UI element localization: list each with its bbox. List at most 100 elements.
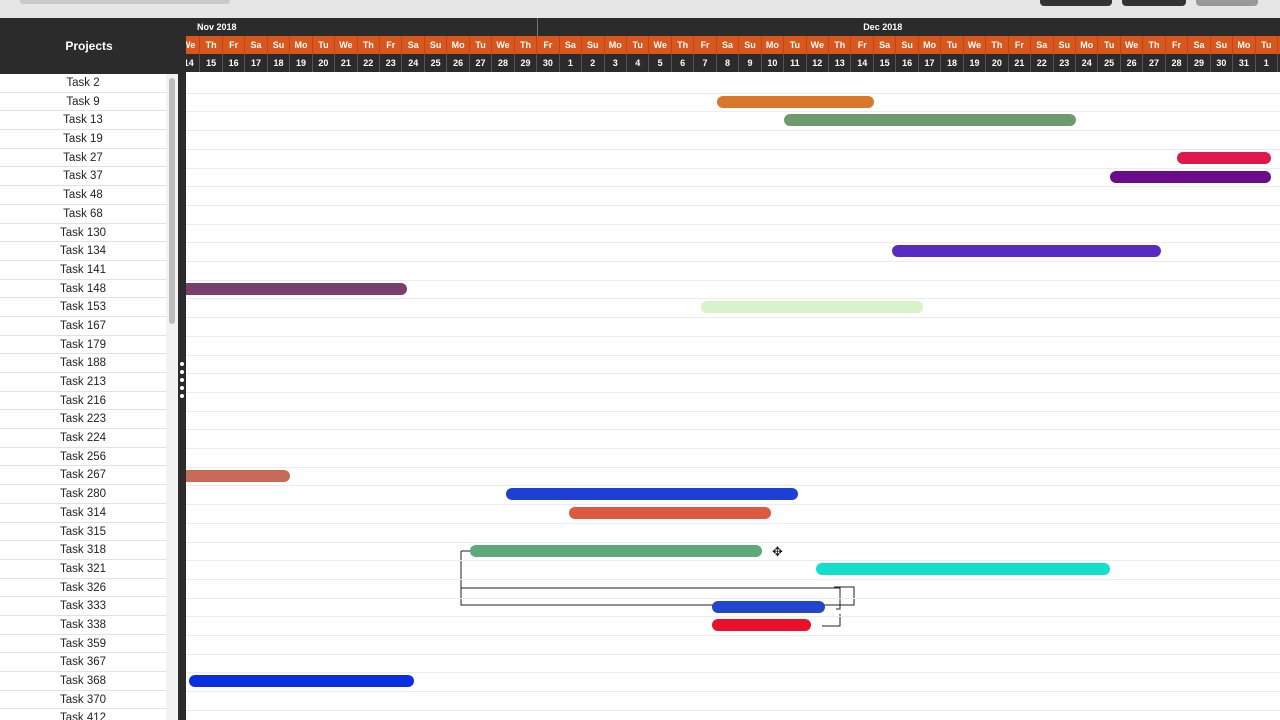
task-row[interactable]: Task 224: [0, 429, 166, 448]
task-row[interactable]: Task 48: [0, 186, 166, 205]
weekday-cell: Su: [425, 36, 448, 54]
weekday-cell: Su: [268, 36, 291, 54]
task-row[interactable]: Task 153: [0, 298, 166, 317]
date-cell: 20: [986, 54, 1009, 72]
toolbar-button[interactable]: [1122, 0, 1186, 6]
task-row[interactable]: Task 368: [0, 672, 166, 691]
date-cell: 17: [245, 54, 268, 72]
task-row[interactable]: Task 134: [0, 242, 166, 261]
task-row[interactable]: Task 315: [0, 523, 166, 542]
date-cell: 27: [1143, 54, 1166, 72]
dependency-link[interactable]: [460, 551, 855, 606]
task-row[interactable]: Task 27: [0, 149, 166, 168]
task-row[interactable]: Task 333: [0, 597, 166, 616]
task-bar[interactable]: [784, 114, 1076, 127]
task-row[interactable]: Task 216: [0, 392, 166, 411]
task-row[interactable]: Task 37: [0, 167, 166, 187]
weekday-cell: Fr: [537, 36, 560, 54]
task-row[interactable]: Task 326: [0, 579, 166, 598]
weekday-cell: We: [964, 36, 987, 54]
task-row[interactable]: Task 338: [0, 616, 166, 635]
splitter-grip-dot: [180, 394, 184, 398]
date-cell: 1: [1256, 54, 1279, 72]
task-row[interactable]: Task 213: [0, 373, 166, 392]
weekday-cell: We: [186, 36, 201, 54]
task-row[interactable]: Task 130: [0, 224, 166, 243]
weekday-cell: Th: [672, 36, 695, 54]
task-row[interactable]: Task 367: [0, 653, 166, 672]
task-row[interactable]: Task 321: [0, 560, 166, 579]
task-row[interactable]: Task 19: [0, 130, 166, 149]
task-row[interactable]: Task 412: [0, 709, 166, 720]
date-cell: 22: [1031, 54, 1054, 72]
task-bar[interactable]: [1177, 151, 1272, 164]
weekday-cell: Mo: [290, 36, 313, 54]
task-bar[interactable]: [186, 469, 291, 482]
splitter-grip-dot: [180, 378, 184, 382]
projects-column-header[interactable]: Projects: [0, 18, 178, 74]
task-bar[interactable]: [716, 95, 874, 108]
toolbar-button[interactable]: [1196, 0, 1258, 6]
task-row[interactable]: Task 9: [0, 93, 166, 112]
grid-row-line: [186, 466, 1280, 468]
weekday-cell: Th: [358, 36, 381, 54]
date-cell: 11: [784, 54, 807, 72]
task-row[interactable]: Task 13: [0, 111, 166, 131]
weekday-cell: Fr: [380, 36, 403, 54]
task-row[interactable]: Task 223: [0, 410, 166, 430]
toolbar-button[interactable]: [1040, 0, 1112, 6]
task-bar[interactable]: [891, 245, 1162, 258]
date-cell: 19: [290, 54, 313, 72]
date-cell: 17: [919, 54, 942, 72]
date-cell: 21: [335, 54, 358, 72]
task-row[interactable]: Task 188: [0, 354, 166, 373]
task-bar[interactable]: [186, 282, 407, 295]
scrollbar-thumb[interactable]: [169, 78, 175, 324]
task-list-scrollbar[interactable]: [166, 74, 178, 720]
task-row[interactable]: Task 359: [0, 635, 166, 654]
date-cell: 25: [425, 54, 448, 72]
month-header-row: Nov 2018 Dec 2018: [186, 18, 1280, 36]
window-top-strip: [0, 0, 1280, 18]
weekday-cell: Sa: [874, 36, 897, 54]
weekday-cell: Sa: [245, 36, 268, 54]
dependency-link[interactable]: [822, 614, 841, 627]
date-cell: 30: [1211, 54, 1234, 72]
task-row[interactable]: Task 280: [0, 485, 166, 504]
grid-row-line: [186, 597, 1280, 599]
task-bar[interactable]: [701, 301, 924, 314]
weekday-cell: Su: [1211, 36, 1234, 54]
task-row[interactable]: Task 141: [0, 261, 166, 280]
task-bar[interactable]: [815, 563, 1110, 576]
date-cell: 21: [1009, 54, 1032, 72]
task-bar[interactable]: [189, 675, 414, 688]
date-cell: 23: [1054, 54, 1076, 72]
task-bar[interactable]: [712, 619, 812, 632]
task-bar[interactable]: [1109, 170, 1272, 183]
task-row[interactable]: Task 314: [0, 504, 166, 523]
weekday-cell: We: [807, 36, 830, 54]
weekday-cell: Sa: [717, 36, 740, 54]
task-row[interactable]: Task 68: [0, 205, 166, 224]
task-row[interactable]: Task 370: [0, 691, 166, 710]
task-row[interactable]: Task 318: [0, 541, 166, 560]
task-bar[interactable]: [568, 507, 771, 520]
weekday-cell: Tu: [1256, 36, 1279, 54]
task-bar[interactable]: [505, 488, 798, 501]
date-cell: 2: [582, 54, 605, 72]
pane-splitter[interactable]: [178, 18, 186, 720]
date-cell: 15: [200, 54, 223, 72]
weekday-cell: Mo: [919, 36, 942, 54]
task-row[interactable]: Task 179: [0, 336, 166, 355]
task-row[interactable]: Task 2: [0, 74, 166, 93]
date-cell: 28: [1166, 54, 1189, 72]
task-bar[interactable]: [712, 600, 825, 613]
task-row[interactable]: Task 167: [0, 317, 166, 336]
task-bar[interactable]: [469, 544, 762, 557]
window-title-blurred: [20, 0, 230, 4]
task-row[interactable]: Task 267: [0, 466, 166, 486]
grid-row-line: [186, 635, 1280, 636]
task-name-list: Task 2 Task 9 Task 13 Task 19 Task 27 Task 37…: [0, 74, 166, 720]
task-row[interactable]: Task 148: [0, 280, 166, 299]
task-row[interactable]: Task 256: [0, 448, 166, 467]
